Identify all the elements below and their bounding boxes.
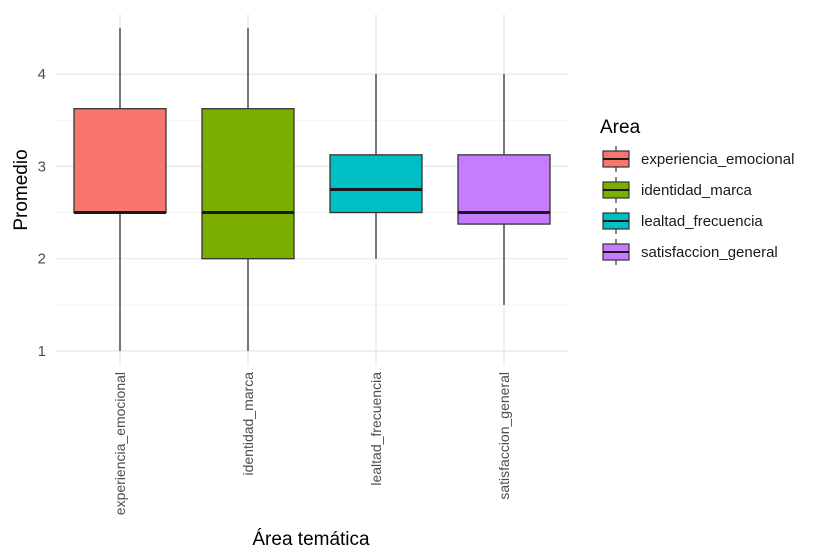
y-tick-label: 1 [38,343,46,360]
x-tick-label: satisfaccion_general [496,372,512,500]
y-axis-title: Promedio [11,149,32,230]
boxes [73,27,551,351]
legend-label: identidad_marca [641,182,753,199]
box-identidad_marca [201,27,295,351]
legend-title: Area [600,117,641,138]
legend-label: satisfaccion_general [641,244,778,261]
legend-item-identidad_marca: identidad_marca [602,177,753,203]
box-iqr [73,108,167,214]
y-tick-label: 3 [38,158,46,175]
x-tick-label: experiencia_emocional [112,372,128,515]
box-satisfaccion_general [457,74,551,305]
legend-item-lealtad_frecuencia: lealtad_frecuencia [602,208,763,234]
x-axis-title: Área temática [252,529,370,550]
legend-label: experiencia_emocional [641,151,794,168]
y-tick-label: 2 [38,251,46,268]
legend-label: lealtad_frecuencia [641,213,763,230]
box-iqr [201,108,295,260]
x-axis-ticks: experiencia_emocional identidad_marca leal… [112,372,512,515]
legend-item-experiencia_emocional: experiencia_emocional [602,146,794,172]
legend: Area experiencia_emocional identidad_marc… [600,117,794,265]
box-lealtad_frecuencia [329,74,423,259]
x-tick-label: identidad_marca [240,372,256,476]
legend-item-satisfaccion_general: satisfaccion_general [602,239,778,265]
y-axis-ticks: 1 2 3 4 [38,66,46,360]
box-experiencia_emocional [73,27,167,351]
box-iqr [329,154,423,214]
x-tick-label: lealtad_frecuencia [368,372,384,486]
y-tick-label: 4 [38,66,46,83]
